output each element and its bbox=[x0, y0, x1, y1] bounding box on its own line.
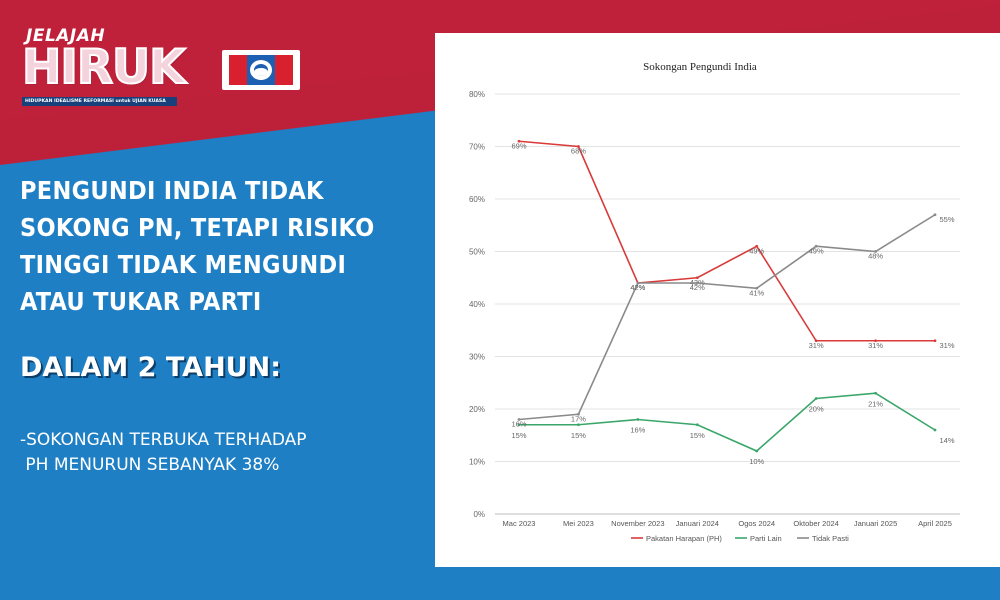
data-point bbox=[577, 145, 580, 148]
logo-title: HIRUK bbox=[21, 39, 187, 96]
data-point bbox=[517, 139, 521, 143]
y-tick-label: 70% bbox=[469, 143, 485, 152]
data-point bbox=[695, 276, 699, 280]
series-line bbox=[518, 140, 935, 342]
x-tick-label: Mei 2023 bbox=[563, 519, 594, 528]
data-label: 42% bbox=[630, 283, 645, 292]
data-label: 49% bbox=[749, 246, 764, 255]
legend-label: Parti Lain bbox=[750, 534, 782, 543]
data-label: 48% bbox=[868, 252, 883, 261]
data-label: 20% bbox=[809, 405, 824, 414]
y-tick-label: 20% bbox=[469, 405, 485, 414]
series-line bbox=[518, 214, 936, 421]
data-label: 15% bbox=[571, 431, 586, 440]
data-point bbox=[874, 339, 877, 343]
data-point bbox=[755, 449, 759, 453]
data-point bbox=[874, 391, 877, 395]
data-label: 16% bbox=[630, 426, 645, 435]
data-point bbox=[517, 423, 521, 427]
data-label: 15% bbox=[690, 431, 705, 440]
chart-title: Sokongan Pengundi India bbox=[643, 61, 757, 73]
data-point bbox=[814, 244, 818, 248]
legend-label: Pakatan Harapan (PH) bbox=[646, 534, 722, 543]
x-tick-label: Mac 2023 bbox=[503, 519, 536, 528]
data-label: 55% bbox=[939, 215, 954, 224]
data-point bbox=[814, 397, 818, 400]
data-label: 69% bbox=[511, 141, 526, 150]
data-point bbox=[814, 339, 818, 343]
data-point bbox=[695, 281, 699, 285]
data-point bbox=[695, 423, 699, 427]
data-label: 14% bbox=[939, 436, 954, 445]
bullet-line: PH MENURUN SEBANYAK 38% bbox=[20, 455, 280, 475]
data-point bbox=[933, 213, 937, 217]
data-point bbox=[755, 244, 759, 248]
x-tick-label: Oktober 2024 bbox=[793, 519, 838, 528]
y-tick-label: 40% bbox=[469, 300, 485, 309]
logo-kicker: JELAJAH bbox=[26, 26, 106, 46]
y-tick-label: 30% bbox=[469, 353, 485, 362]
data-point bbox=[755, 286, 759, 290]
data-point bbox=[577, 412, 580, 416]
data-point bbox=[636, 418, 640, 421]
y-tick-label: 50% bbox=[469, 248, 485, 257]
headline-line: ATAU TUKAR PARTI bbox=[20, 287, 262, 316]
jelajah-hiruk-logo: JELAJAH HIRUK HIDUPKAN IDEALISME REFORMA… bbox=[21, 26, 187, 110]
x-tick-label: November 2023 bbox=[611, 519, 664, 528]
data-label: 41% bbox=[749, 288, 764, 297]
data-label: 31% bbox=[868, 341, 883, 350]
y-tick-label: 0% bbox=[473, 510, 485, 519]
headline-line: SOKONG PN, TETAPI RISIKO bbox=[20, 213, 375, 242]
headline-line: TINGGI TIDAK MENGUNDI bbox=[20, 250, 347, 279]
data-point bbox=[874, 250, 877, 253]
x-tick-label: April 2025 bbox=[918, 519, 952, 528]
party-flag-icon bbox=[222, 50, 300, 90]
data-label: 10% bbox=[749, 457, 764, 466]
data-label: 31% bbox=[939, 341, 954, 350]
series-line bbox=[519, 392, 936, 452]
data-label: 16% bbox=[511, 420, 526, 429]
data-label: 31% bbox=[809, 341, 824, 350]
logo-tagline: HIDUPKAN IDEALISME REFORMASI untuk UJIAN… bbox=[22, 97, 177, 106]
line-chart: Sokongan Pengundi India 0% 10% 20% 30% 40% 50… bbox=[469, 61, 960, 543]
bullet-line: -SOKONGAN TERBUKA TERHADAP bbox=[20, 430, 307, 450]
bullet-point: -SOKONGAN TERBUKA TERHADAP PH MENURUN SE… bbox=[20, 428, 307, 478]
data-label: 49% bbox=[809, 246, 824, 255]
y-tick-label: 80% bbox=[469, 90, 485, 99]
y-tick-label: 10% bbox=[469, 458, 485, 467]
x-tick-label: Januari 2025 bbox=[854, 519, 897, 528]
data-label: 42% bbox=[630, 283, 645, 292]
data-point bbox=[636, 281, 640, 285]
x-tick-label: Ogos 2024 bbox=[738, 519, 775, 528]
data-label: 68% bbox=[571, 147, 586, 156]
subheading: DALAM 2 TAHUN: bbox=[20, 352, 281, 383]
data-label: 21% bbox=[868, 399, 883, 408]
x-tick-label: Januari 2024 bbox=[676, 519, 719, 528]
data-point bbox=[517, 418, 521, 421]
data-point bbox=[933, 339, 937, 343]
data-label: 42% bbox=[690, 283, 705, 292]
data-point bbox=[577, 423, 580, 427]
chart-panel: Sokongan Pengundi India 0% 10% 20% 30% 40% 50… bbox=[435, 33, 1000, 567]
data-label: 15% bbox=[511, 431, 526, 440]
headline: PENGUNDI INDIA TIDAK SOKONG PN, TETAPI R… bbox=[20, 172, 420, 320]
data-label: 17% bbox=[571, 414, 586, 423]
headline-line: PENGUNDI INDIA TIDAK bbox=[20, 176, 324, 205]
eye-emblem-icon bbox=[250, 60, 272, 80]
y-tick-label: 60% bbox=[469, 195, 485, 204]
legend-label: Tidak Pasti bbox=[812, 534, 849, 543]
data-point bbox=[933, 428, 937, 432]
